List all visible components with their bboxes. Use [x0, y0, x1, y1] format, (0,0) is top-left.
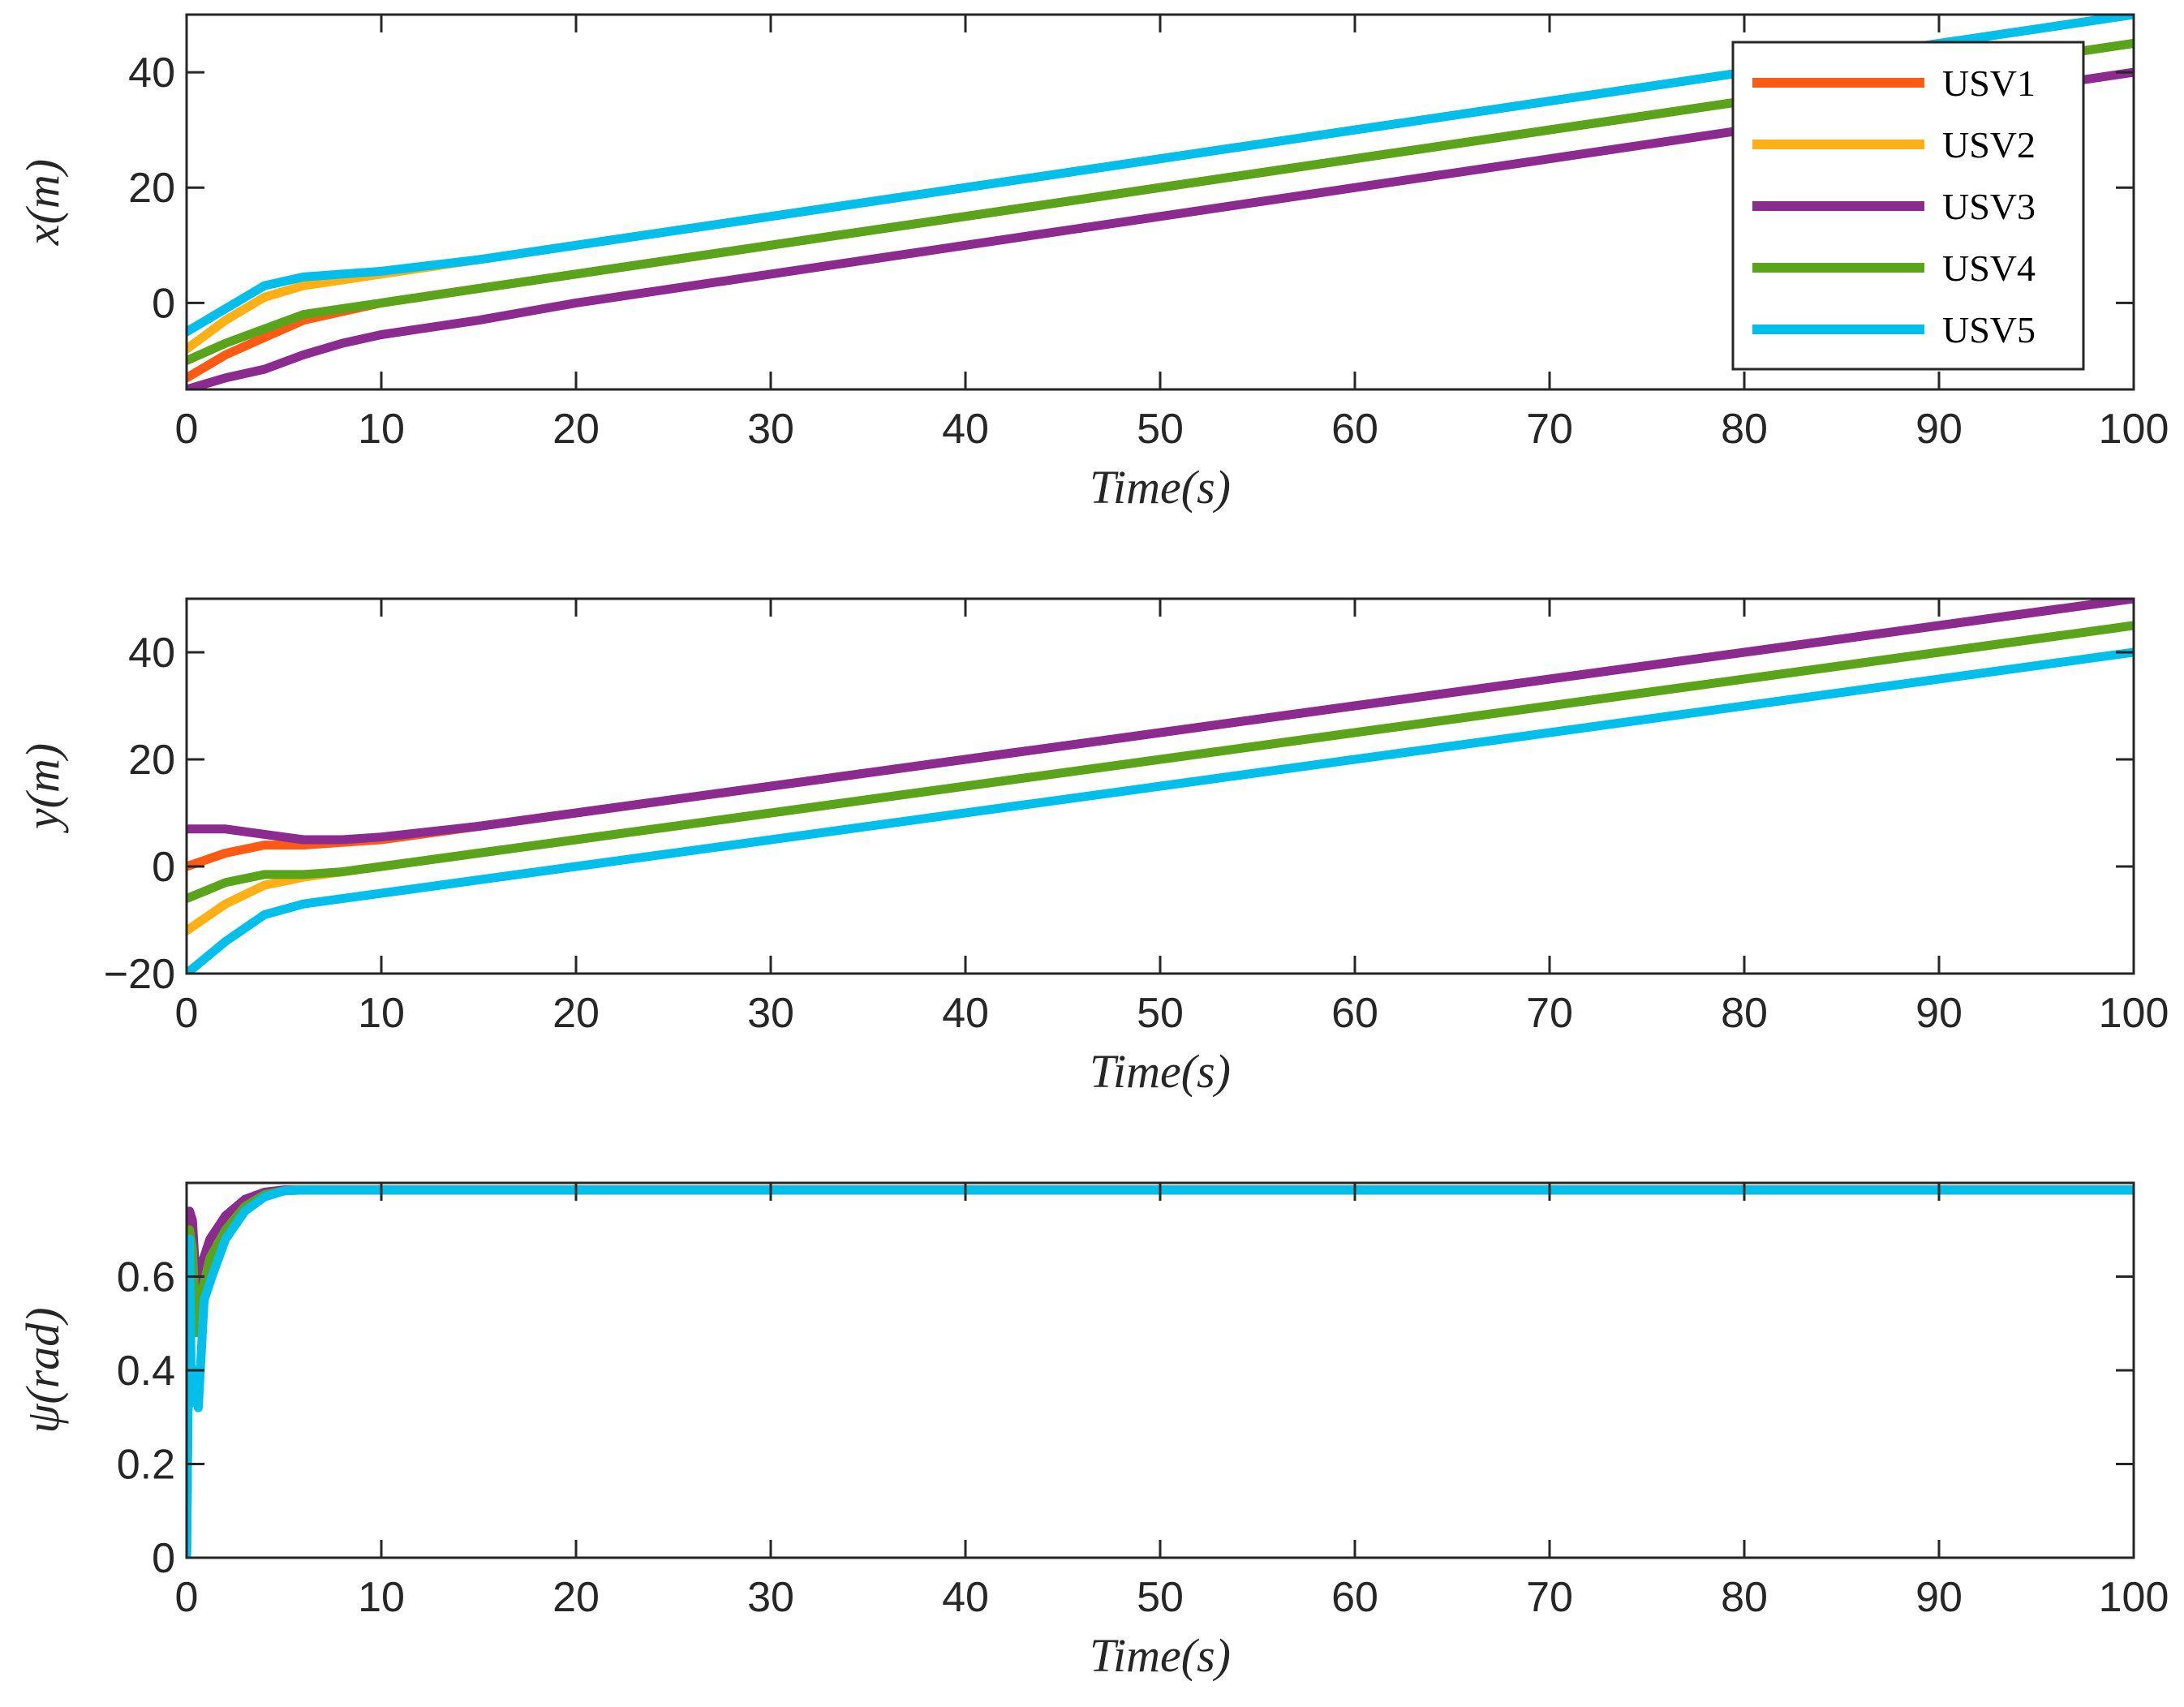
y-tick-label: 40 [128, 49, 175, 97]
y-tick-label: 20 [128, 165, 175, 212]
series-line-usv5 [187, 15, 2134, 337]
y-position-panel: 0 10 20 30 40 50 60 70 80 90 100−2002040Time(s)y(m… [16, 597, 2169, 1098]
x-tick-label: 0 [175, 990, 199, 1037]
x-axis-label: Time(s) [1090, 461, 1231, 514]
legend: USV1 USV2 USV3 USV4 USV5 [1731, 41, 2085, 371]
x-tick-label: 20 [552, 406, 600, 453]
y-tick-label: −20 [104, 951, 175, 998]
x-tick-label: 80 [1721, 990, 1768, 1037]
x-tick-label: 90 [1915, 1574, 1963, 1621]
series-group [187, 1185, 2134, 1558]
x-tick-label: 60 [1331, 990, 1378, 1037]
x-tick-label: 20 [552, 1574, 600, 1621]
y-axis-label: x(m) [16, 159, 69, 246]
y-tick-label: 40 [128, 630, 175, 677]
legend-label-usv3: USV3 [1942, 186, 2036, 227]
y-tick-label: 0 [152, 280, 175, 327]
x-tick-label: 20 [552, 990, 600, 1037]
series-group [187, 15, 2134, 389]
x-tick-label: 100 [2099, 406, 2169, 453]
x-tick-label: 40 [942, 406, 989, 453]
series-line-usv4 [187, 39, 2134, 365]
series-line-usv3 [187, 599, 2134, 845]
x-tick-label: 10 [358, 1574, 405, 1621]
x-tick-label: 70 [1526, 1574, 1573, 1621]
heading-angle-panel: 0 10 20 30 40 50 60 70 80 90 100 0 0.2 0.4 0.6 Time(s) ψ… [16, 1181, 2169, 1682]
x-tick-label: 80 [1721, 406, 1768, 453]
x-tick-label: 50 [1137, 1574, 1184, 1621]
x-tick-label: 80 [1721, 1574, 1768, 1621]
legend-label-usv5: USV5 [1942, 309, 2036, 350]
x-tick-label: 30 [747, 990, 794, 1037]
series-line-usv5 [187, 647, 2134, 974]
series-group [187, 599, 2134, 974]
x-tick-label: 90 [1915, 990, 1963, 1037]
y-tick-label: 0 [152, 1535, 175, 1582]
x-axis-label: Time(s) [1090, 1045, 1231, 1098]
x-tick-label: 60 [1331, 406, 1378, 453]
legend-label-usv1: USV1 [1942, 62, 2036, 104]
legend-label-usv2: USV2 [1942, 124, 2036, 166]
x-tick-label: 10 [358, 406, 405, 453]
legend-label-usv4: USV4 [1942, 247, 2036, 289]
x-tick-label: 50 [1137, 406, 1184, 453]
series-line-usv4 [187, 621, 2134, 904]
y-tick-label: 0.4 [117, 1348, 175, 1395]
x-axis-label: Time(s) [1090, 1629, 1231, 1682]
plot-area [187, 1183, 2134, 1558]
x-tick-label: 0 [175, 406, 199, 453]
x-tick-label: 40 [942, 990, 989, 1037]
y-tick-label: 0.2 [117, 1442, 175, 1489]
series-line-usv5 [187, 1185, 2134, 1558]
x-tick-label: 60 [1331, 1574, 1378, 1621]
x-tick-label: 100 [2099, 990, 2169, 1037]
x-tick-label: 50 [1137, 990, 1184, 1037]
x-tick-label: 40 [942, 1574, 989, 1621]
x-tick-label: 70 [1526, 990, 1573, 1037]
series-line-usv3 [187, 67, 2134, 389]
x-tick-label: 30 [747, 406, 794, 453]
y-tick-label: 0.6 [117, 1254, 175, 1301]
y-tick-label: 0 [152, 844, 175, 891]
x-position-panel: 0 10 20 30 40 50 60 70 80 90 100 0 20 40 Time(s) x(m) US… [16, 13, 2169, 514]
y-tick-label: 20 [128, 737, 175, 784]
x-tick-label: 70 [1526, 406, 1573, 453]
y-axis-label: y(m) [16, 743, 69, 833]
x-tick-label: 0 [175, 1574, 199, 1621]
x-tick-label: 30 [747, 1574, 794, 1621]
x-tick-label: 90 [1915, 406, 1963, 453]
x-tick-label: 100 [2099, 1574, 2169, 1621]
y-axis-label: ψ(rad) [16, 1307, 69, 1433]
x-tick-label: 10 [358, 990, 405, 1037]
